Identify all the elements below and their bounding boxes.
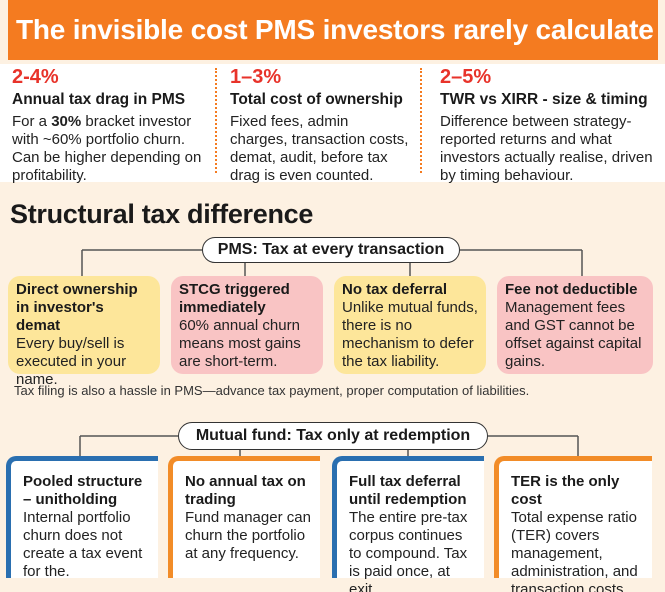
stat-description: For a 30% bracket investor with ~60% por… xyxy=(12,113,202,184)
card-body: Every buy/sell is executed in your name. xyxy=(16,335,127,388)
pms-card-direct-ownership: Direct ownership in investor's demat Eve… xyxy=(8,276,160,388)
stat-twr-xirr: 2–5% TWR vs XIRR - size & timing Differe… xyxy=(440,64,655,185)
card-body: Fund manager can churn the portfolio at … xyxy=(185,509,311,562)
mf-card-pooled-structure: Pooled structure – unitholding Internal … xyxy=(6,456,158,580)
card-body: The entire pre-tax corpus continues to c… xyxy=(349,509,468,592)
card-body: Internal portfolio churn does not create… xyxy=(23,509,143,580)
card-heading: No annual tax on trading xyxy=(185,473,306,508)
card-body: 60% annual churn means most gains are sh… xyxy=(179,317,301,370)
pms-footnote: Tax filing is also a hassle in PMS—advan… xyxy=(14,383,530,398)
stat-value: 2–5% xyxy=(440,66,492,88)
card-body: Unlike mutual funds, there is no mechani… xyxy=(342,299,478,370)
pms-heading: PMS: Tax at every transaction xyxy=(202,237,460,263)
mf-card-full-deferral: Full tax deferral until redemption The e… xyxy=(332,456,484,592)
pms-card-no-deferral: No tax deferral Unlike mutual funds, the… xyxy=(334,276,486,374)
stat-description: Fixed fees, admin charges, transaction c… xyxy=(230,113,409,184)
card-heading: No tax deferral xyxy=(342,281,448,298)
mf-heading: Mutual fund: Tax only at redemption xyxy=(178,422,488,450)
mf-card-ter-only: TER is the only cost Total expense ratio… xyxy=(494,456,652,592)
card-body: Management fees and GST cannot be offset… xyxy=(505,299,642,370)
pms-card-fee-not-deductible: Fee not deductible Management fees and G… xyxy=(497,276,653,374)
stat-value: 2-4% xyxy=(12,66,59,88)
section-title: Structural tax difference xyxy=(10,199,314,229)
mf-card-no-annual-tax: No annual tax on trading Fund manager ca… xyxy=(168,456,320,578)
stat-label: TWR vs XIRR - size & timing xyxy=(440,91,648,108)
page-title: The invisible cost PMS investors rarely … xyxy=(8,0,658,60)
divider xyxy=(215,68,217,173)
card-body: Total expense ratio (TER) covers managem… xyxy=(511,509,638,592)
stat-total-cost: 1–3% Total cost of ownership Fixed fees,… xyxy=(230,64,410,185)
card-heading: STCG triggered immediately xyxy=(179,281,290,316)
stat-value: 1–3% xyxy=(230,66,282,88)
stats-row: 2-4% Annual tax drag in PMS For a 30% br… xyxy=(0,64,665,185)
stat-description: Difference between strategy-reported ret… xyxy=(440,113,653,184)
card-heading: Fee not deductible xyxy=(505,281,638,298)
divider xyxy=(420,68,422,173)
card-heading: TER is the only cost xyxy=(511,473,620,508)
stat-tax-drag: 2-4% Annual tax drag in PMS For a 30% br… xyxy=(12,64,207,185)
pms-card-stcg: STCG triggered immediately 60% annual ch… xyxy=(171,276,323,374)
stat-label: Total cost of ownership xyxy=(230,91,403,108)
card-heading: Full tax deferral until redemption xyxy=(349,473,467,508)
stat-label: Annual tax drag in PMS xyxy=(12,91,186,108)
card-heading: Direct ownership in investor's demat xyxy=(16,281,138,334)
card-heading: Pooled structure – unitholding xyxy=(23,473,143,508)
